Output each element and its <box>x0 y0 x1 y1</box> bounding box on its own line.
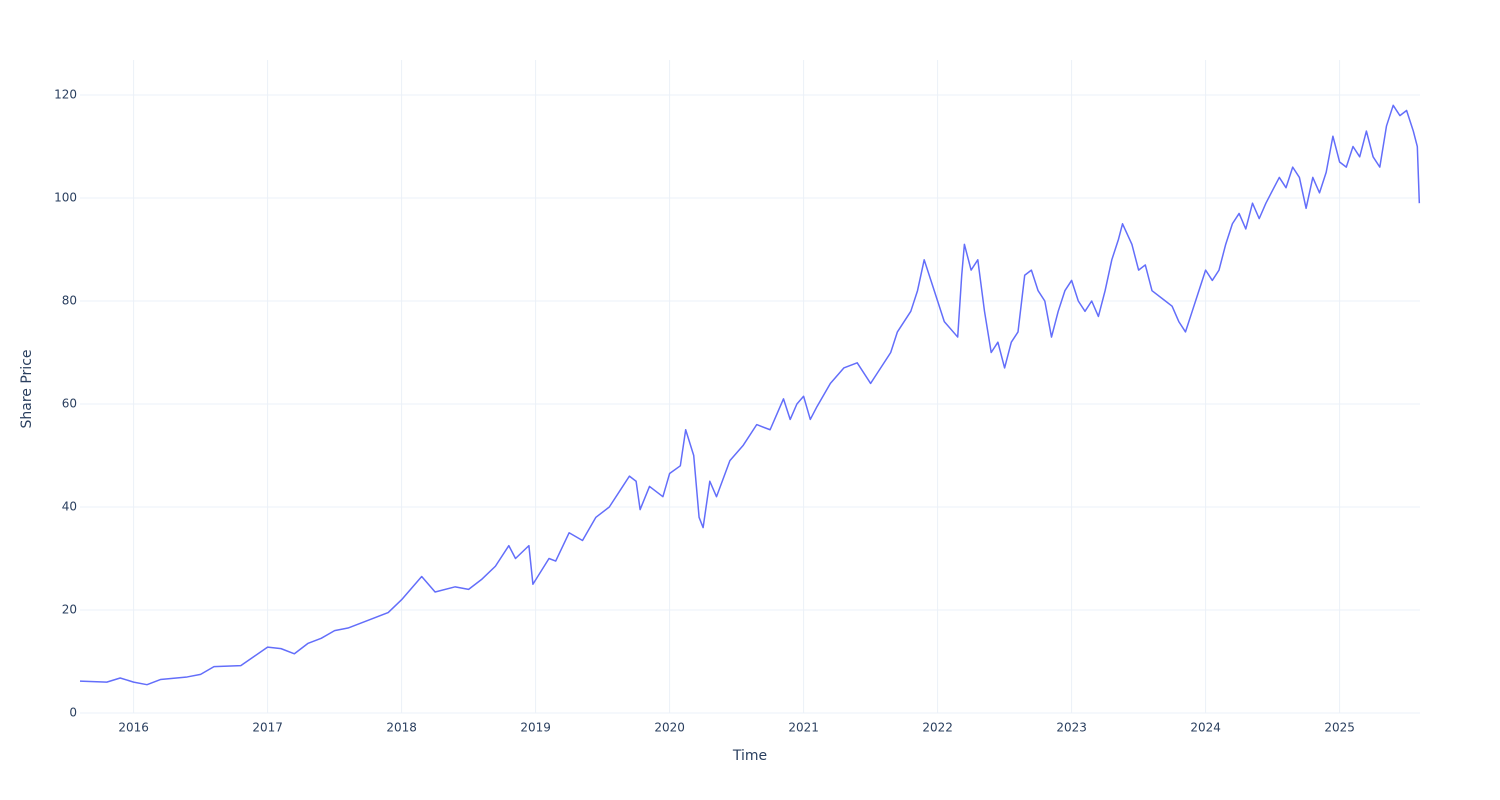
x-tick-label: 2025 <box>1324 721 1355 735</box>
y-tick-label: 60 <box>62 397 77 411</box>
x-tick-label: 2017 <box>252 721 283 735</box>
y-axis-title: Share Price <box>19 349 35 428</box>
x-tick-label: 2020 <box>654 721 685 735</box>
y-tick-label: 120 <box>54 88 77 102</box>
y-tick-label: 40 <box>62 500 77 514</box>
x-tick-label: 2022 <box>922 721 953 735</box>
x-tick-label: 2021 <box>788 721 819 735</box>
x-tick-label: 2019 <box>520 721 551 735</box>
x-tick-label: 2023 <box>1056 721 1087 735</box>
x-tick-label: 2018 <box>386 721 417 735</box>
y-tick-label: 20 <box>62 603 77 617</box>
x-tick-label: 2024 <box>1190 721 1221 735</box>
y-tick-label: 100 <box>54 191 77 205</box>
x-axis-title: Time <box>732 748 767 764</box>
x-tick-label: 2016 <box>118 721 149 735</box>
price-line <box>79 104 1421 686</box>
y-tick-label: 0 <box>69 706 77 720</box>
y-tick-label: 80 <box>62 294 77 308</box>
